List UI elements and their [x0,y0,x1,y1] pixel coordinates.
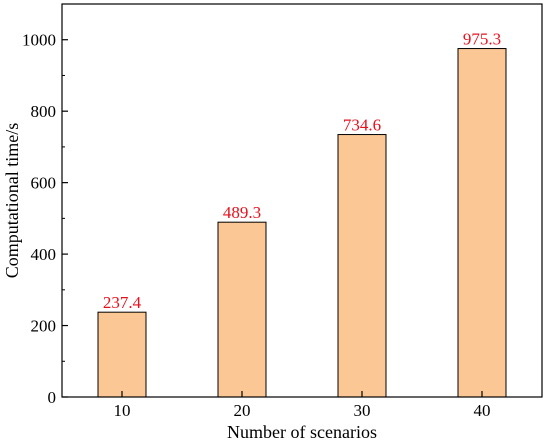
x-tick-label-40: 40 [474,401,491,420]
x-tick-label-10: 10 [114,401,131,420]
y-tick-label-0: 0 [48,388,57,407]
data-labels-group: 237.4 489.3 734.6 975.3 [103,30,501,313]
x-axis: 10 20 30 40 [114,391,491,420]
data-label-20: 489.3 [223,203,261,222]
x-tick-label-20: 20 [234,401,251,420]
y-tick-label-800: 800 [31,102,57,121]
bar-20 [217,221,267,398]
x-tick-label-30: 30 [354,401,371,420]
data-label-30: 734.6 [343,116,381,135]
bar-40 [457,48,507,398]
y-axis: 0 200 400 600 800 1000 [22,31,68,407]
data-label-40: 975.3 [463,30,501,49]
bar-10 [97,311,147,398]
bar-30 [337,134,387,398]
x-axis-label: Number of scenarios [227,422,377,442]
plot-frame [61,3,543,398]
y-tick-label-1000: 1000 [22,31,56,50]
data-label-10: 237.4 [103,293,142,312]
bars-group [97,48,507,398]
y-tick-label-400: 400 [31,245,57,264]
y-tick-label-600: 600 [31,174,57,193]
y-axis-label: Computational time/s [2,123,22,279]
y-tick-label-200: 200 [31,317,57,336]
